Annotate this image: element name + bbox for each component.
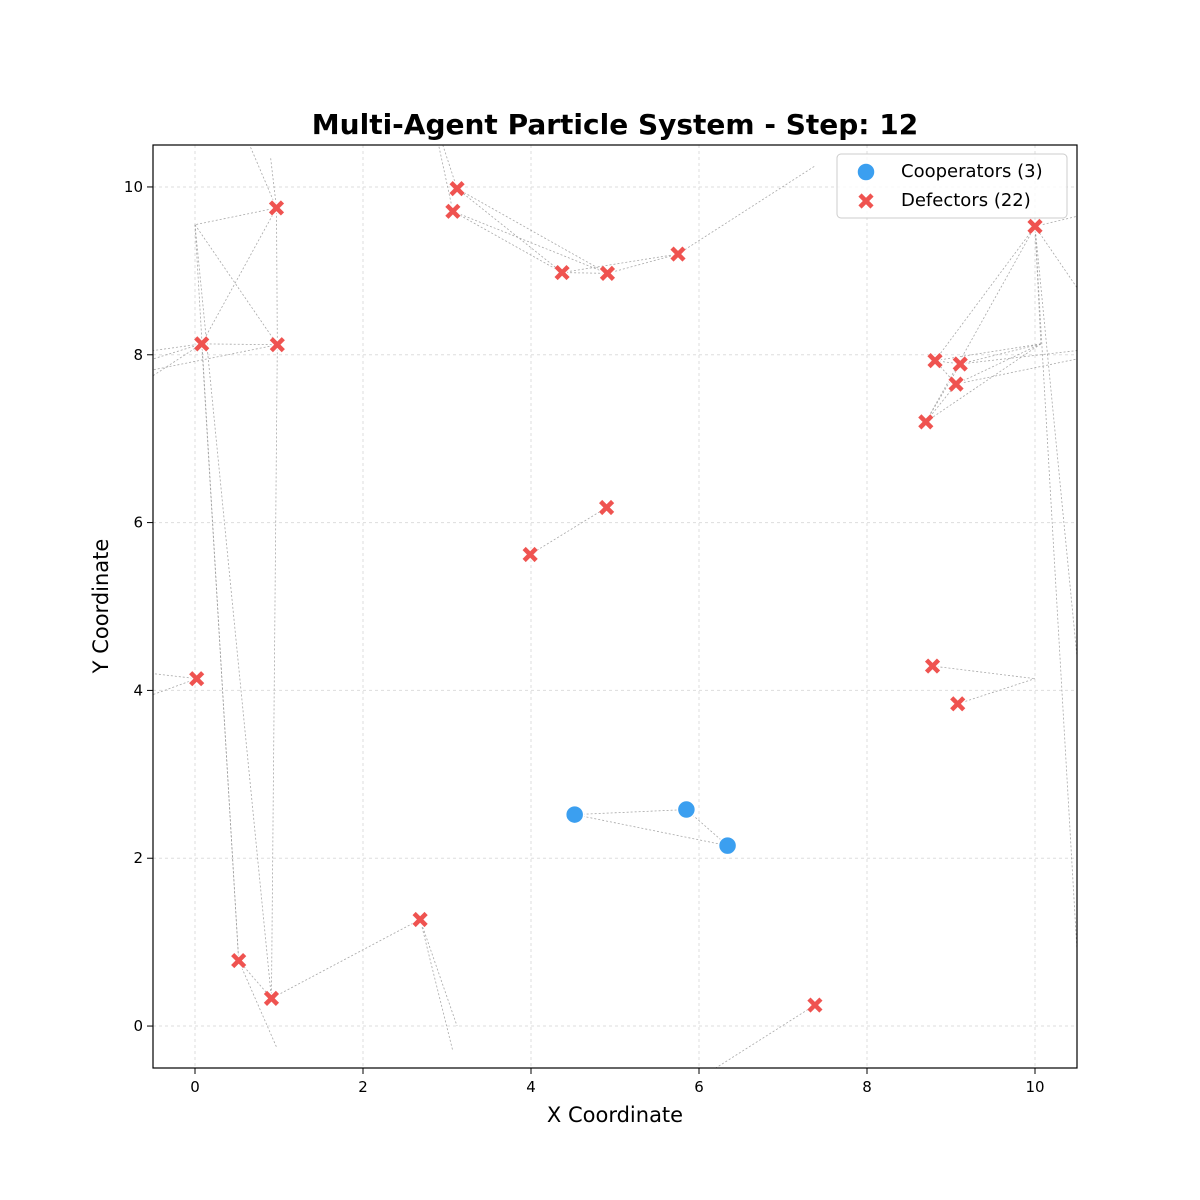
connection-line [419, 919, 458, 1027]
connection-line [925, 226, 1036, 423]
defector-point [444, 202, 462, 220]
connection-line [925, 363, 961, 423]
defector-point [598, 264, 616, 282]
connection-line [607, 253, 679, 274]
defector-point [553, 264, 571, 282]
y-tick-label: 2 [133, 849, 143, 867]
connection-line [152, 343, 202, 351]
connection-line [276, 207, 278, 345]
defector-point [411, 911, 429, 928]
connection-line [574, 809, 687, 815]
grid-lines [153, 145, 1077, 1068]
connection-line [249, 144, 277, 209]
y-tick-label: 4 [133, 681, 143, 699]
connection-line [955, 343, 1042, 385]
defector-point [951, 355, 969, 373]
defector-point [917, 413, 935, 431]
x-tick-label: 8 [862, 1078, 872, 1096]
y-axis-label: Y Coordinate [89, 539, 113, 675]
cooperator-point [564, 804, 585, 825]
legend-cooperators-marker [856, 162, 876, 182]
x-tick-label: 2 [358, 1078, 368, 1096]
connection-line [960, 350, 1078, 365]
defector-point [598, 499, 616, 516]
connection-line [932, 665, 1036, 680]
connection-line [562, 253, 679, 273]
y-tick-label: 8 [133, 346, 143, 364]
legend-defectors-label: Defectors (22) [901, 190, 1031, 211]
cooperator-point [676, 799, 697, 820]
x-tick-label: 6 [694, 1078, 704, 1096]
connection-line [194, 224, 278, 345]
defector-point [448, 180, 466, 198]
connection-line [934, 226, 1036, 361]
y-tick-label: 0 [133, 1017, 143, 1035]
legend-defectors-marker [857, 192, 875, 210]
connection-line [925, 343, 1042, 423]
defector-point [230, 952, 248, 970]
defector-point [806, 996, 824, 1014]
x-tick-label: 10 [1025, 1078, 1044, 1096]
plot-frame [152, 144, 1078, 1069]
defector-point [268, 199, 285, 217]
connection-line [201, 343, 278, 346]
connection-line [152, 343, 202, 360]
legend-box [836, 153, 1068, 219]
connection-line [456, 188, 563, 273]
y-tick-label: 10 [124, 178, 143, 196]
defector-point [268, 336, 286, 354]
defector-point [949, 695, 967, 713]
connection-line [955, 358, 1078, 385]
connection-line [529, 507, 607, 555]
connection-line [271, 344, 278, 999]
data-points [188, 180, 1044, 1014]
connection-line [1034, 226, 1078, 288]
defector-point [188, 670, 206, 688]
connection-line [201, 343, 240, 961]
connection-line [562, 272, 608, 274]
defector-point [924, 657, 941, 675]
connection-line [934, 343, 1041, 362]
connection-line [194, 224, 272, 999]
connection-line [574, 814, 728, 847]
connection-line [271, 919, 421, 999]
defector-point [521, 546, 539, 563]
connection-line [152, 673, 197, 680]
chart-title: Multi-Agent Particle System - Step: 12 [312, 108, 918, 141]
connection-line [419, 919, 454, 1052]
connection-line [957, 678, 1036, 705]
connection-lines [152, 144, 1078, 1069]
connection-line [1034, 215, 1078, 227]
connection-line [194, 207, 277, 226]
cooperator-point [717, 835, 738, 856]
legend: Cooperators (3) Defectors (22) [836, 153, 1068, 219]
defector-point [947, 375, 965, 393]
defector-point [262, 989, 280, 1007]
defector-point [1026, 217, 1044, 235]
connection-line [452, 210, 608, 274]
connection-line [1034, 226, 1078, 951]
legend-cooperators-label: Cooperators (3) [901, 161, 1043, 182]
connection-line [152, 343, 202, 377]
connection-line [456, 188, 608, 274]
x-axis-label: X Coordinate [547, 1103, 683, 1127]
connection-line [1034, 226, 1078, 657]
connection-line [715, 1004, 816, 1069]
connection-line [677, 165, 816, 255]
connection-line [452, 210, 563, 273]
y-tick-label: 6 [133, 514, 143, 532]
connection-line [152, 344, 278, 371]
x-tick-label: 4 [526, 1078, 536, 1096]
connection-line [438, 144, 454, 212]
connection-line [960, 343, 1041, 365]
connection-line [201, 207, 277, 345]
x-tick-label: 0 [190, 1078, 200, 1096]
defector-point [926, 352, 944, 370]
defector-point [193, 335, 211, 353]
defector-point [669, 245, 687, 263]
y-axis-ticks: 0 2 4 6 8 10 [124, 178, 153, 1035]
connection-line [270, 157, 277, 208]
x-axis-ticks: 0 2 4 6 8 10 [190, 1068, 1045, 1096]
